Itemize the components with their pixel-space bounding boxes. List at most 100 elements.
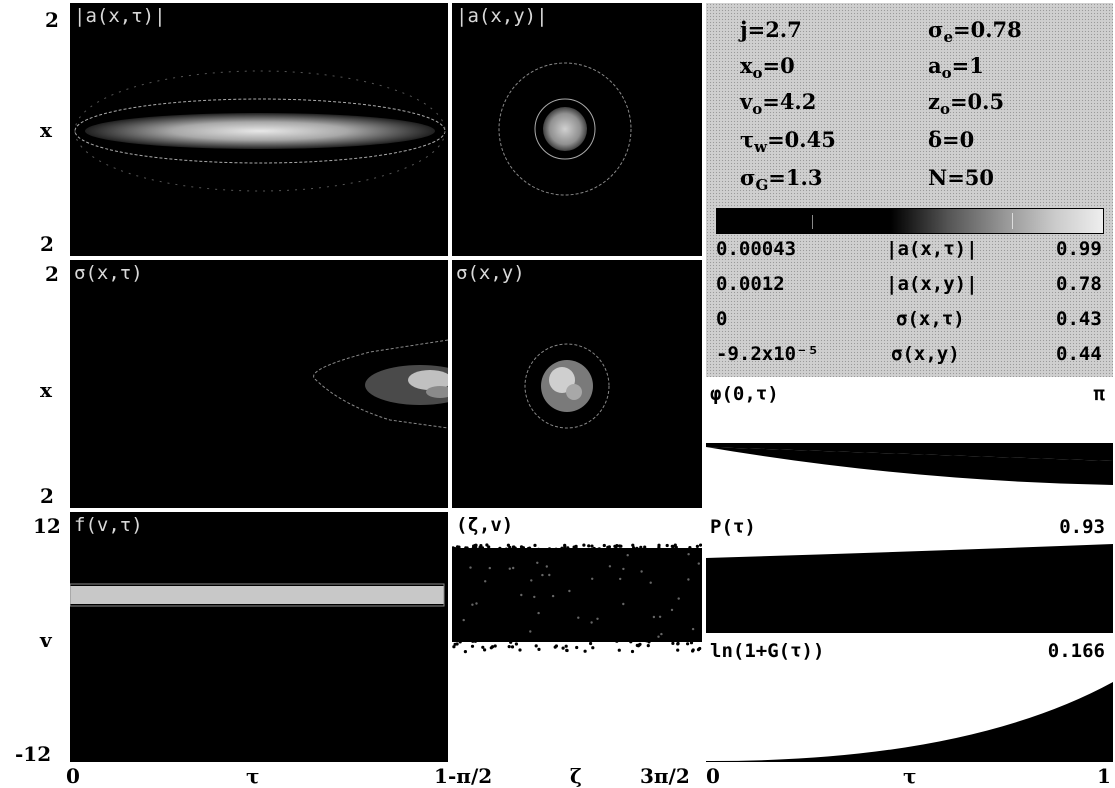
sigma-xt-label: σ(x,τ) [74, 262, 143, 284]
scatter-point [484, 580, 487, 583]
row3-bottom-tick: -12 [15, 742, 52, 766]
scatter-point [565, 648, 569, 653]
scatter-point [561, 646, 565, 650]
scatter-point [589, 641, 593, 646]
colorbar-tick [1012, 213, 1013, 229]
row1-top-tick: 2 [45, 8, 59, 32]
scatter-point [619, 544, 623, 548]
scatter-point [493, 644, 497, 648]
scatter-point [657, 638, 661, 642]
scatter-point [671, 544, 675, 549]
scatter-point [665, 543, 669, 548]
range-row-name: σ(x,y) [891, 343, 960, 365]
row2-bottom-tick: 2 [40, 484, 54, 508]
scatter-point [635, 643, 639, 647]
scatter-point [671, 641, 675, 645]
scatter-point [563, 545, 567, 549]
scatter-point [548, 573, 551, 577]
scatter-point [630, 649, 635, 654]
scatter-point [657, 545, 661, 549]
scatter-point [566, 548, 570, 552]
a-xt-label: |a(x,τ)| [74, 5, 166, 27]
scatter-point [592, 636, 596, 640]
range-row-max: 0.99 [1056, 238, 1102, 260]
scatter-point [647, 640, 651, 644]
scatter-point [615, 544, 619, 548]
scatter-point [600, 548, 605, 552]
x-left-min: 0 [66, 764, 80, 788]
row1-bottom-tick: 2 [40, 232, 54, 256]
f-vt-plot [70, 583, 445, 607]
scatter-point [626, 554, 629, 557]
x-right-max: 1 [1097, 764, 1111, 788]
scatter-point [629, 640, 633, 644]
a-xy-plot [498, 62, 632, 196]
scatter-point [508, 548, 512, 552]
scatter-point [699, 543, 702, 547]
scatter-point [620, 636, 624, 640]
scatter-point [465, 546, 469, 550]
scatter-point [528, 546, 532, 550]
scatter-point [480, 546, 485, 550]
scatter-point [687, 578, 690, 581]
scatter-point [490, 645, 495, 649]
scatter-point [646, 644, 650, 648]
sigma-xt-plot [313, 339, 448, 429]
scatter-point [540, 548, 544, 552]
scatter-point [509, 640, 513, 644]
scatter-point [474, 543, 478, 547]
scatter-point [530, 579, 533, 582]
x-right-min: 0 [706, 764, 720, 788]
scatter-point [689, 641, 694, 645]
scatter-point [545, 565, 548, 568]
scatter-point [686, 638, 690, 642]
range-row-name: |a(x,τ)| [886, 238, 978, 260]
scatter-point [639, 545, 643, 549]
range-row-min: 0.0012 [716, 273, 785, 295]
scatter-point [574, 546, 578, 550]
panel-f-vt: f(v,τ) [70, 512, 448, 762]
scatter-point [463, 650, 467, 654]
scatter-point [619, 577, 622, 581]
colorbar-tick [812, 215, 813, 229]
colorbar [716, 208, 1104, 234]
scatter-point [564, 644, 568, 648]
scatter-point [698, 646, 702, 651]
phi-label: φ(0,τ) [710, 383, 779, 405]
scatter-point [649, 581, 652, 584]
scatter-point [507, 645, 511, 649]
scatter-point [575, 645, 579, 650]
scatter-point [670, 608, 674, 612]
scatter-point [640, 570, 643, 573]
scatter-point [528, 637, 532, 641]
g-panel: ln(1+G(τ)) 0.166 [706, 636, 1113, 762]
scatter-point [549, 637, 553, 641]
scatter-point [471, 639, 475, 643]
scatter-point [469, 566, 472, 569]
scatter-point [510, 638, 514, 642]
panel-sigma-xt: σ(x,τ) [70, 260, 448, 508]
scatter-point [591, 646, 595, 650]
phi-panel: φ(0,τ) π [706, 381, 1113, 507]
scatter-point [622, 602, 625, 606]
f-vt-label: f(v,τ) [74, 514, 143, 536]
scatter-point [618, 547, 622, 551]
scatter-point [537, 611, 540, 615]
scatter-point [660, 632, 663, 636]
x-mid-min: -π/2 [448, 764, 493, 788]
g-label: ln(1+G(τ)) [710, 640, 825, 662]
scatter-point [676, 648, 680, 652]
x-left-max: 1 [434, 764, 448, 788]
scatter-point [479, 544, 483, 548]
x-left-label: τ [246, 764, 260, 788]
scatter-point [554, 644, 558, 648]
scatter-point [520, 593, 523, 597]
scatter-point [488, 566, 491, 570]
scatter-point [615, 639, 619, 643]
scatter-point [514, 642, 518, 646]
scatter-point [537, 547, 541, 551]
param-tau-w: τw=0.45 [740, 127, 836, 157]
phi-plot [706, 381, 1113, 507]
param-z0: zo=0.5 [928, 89, 1005, 119]
row2-top-tick: 2 [45, 262, 59, 286]
